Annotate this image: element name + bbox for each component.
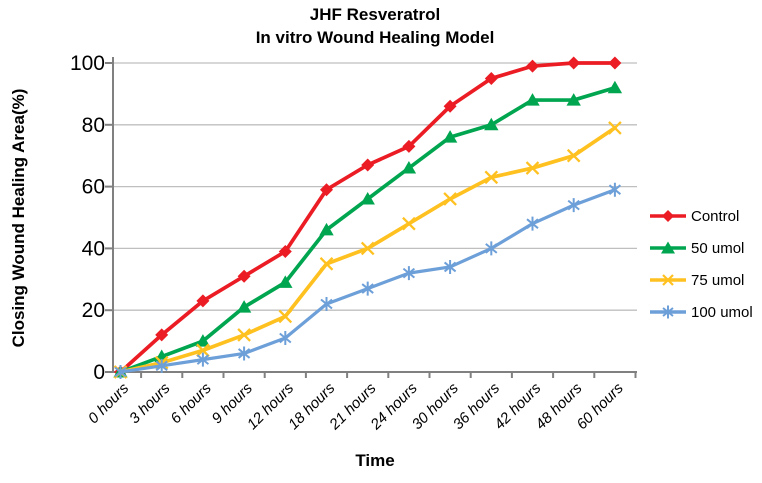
data-point-marker: [237, 328, 251, 342]
legend-label-control: Control: [691, 207, 740, 225]
data-point-marker: [196, 294, 210, 308]
data-point-marker: [402, 266, 416, 281]
data-point-marker: [526, 59, 539, 73]
x-axis-title: Time: [355, 451, 395, 470]
data-point-marker: [484, 117, 499, 131]
series-line: [118, 61, 617, 374]
series-100-umol: [114, 182, 622, 379]
y-tick-label: 60: [82, 176, 105, 199]
data-point-marker: [401, 161, 417, 174]
data-point-marker: [320, 183, 333, 197]
data-point-marker: [607, 80, 623, 94]
data-point-marker: [402, 216, 416, 231]
chart-title-line2: In vitro Wound Healing Model: [255, 28, 495, 47]
data-point-marker: [442, 130, 458, 143]
data-point-marker: [525, 93, 540, 106]
y-tick-label: 80: [82, 114, 105, 137]
legend-item-control: Control: [649, 205, 753, 227]
data-point-marker: [196, 343, 210, 358]
data-point-marker: [361, 281, 374, 296]
legend: Control 50 umol 75 umol 100 umol: [649, 205, 753, 323]
data-point-marker: [566, 148, 581, 163]
data-point-marker: [526, 216, 539, 231]
legend-item-50umol: 50 umol: [649, 237, 753, 259]
chart-title-line1: JHF Resveratrol: [309, 5, 441, 24]
series-line: [118, 85, 617, 374]
data-point-marker: [278, 244, 292, 258]
data-point-marker: [278, 275, 293, 288]
y-tick-label: 20: [82, 299, 105, 322]
axes: 0 20 40 60 80 100: [70, 52, 637, 384]
data-point-marker: [484, 170, 499, 185]
legend-label-50umol: 50 umol: [691, 239, 745, 257]
chart-title: JHF Resveratrol In vitro Wound Healing M…: [0, 3, 750, 49]
x-tick-label: 0 hours: [85, 379, 133, 427]
data-point-marker: [567, 198, 580, 213]
data-point-marker: [360, 191, 375, 205]
data-point-marker: [114, 365, 127, 379]
x-tick-label: 3 hours: [126, 379, 174, 427]
data-point-marker: [608, 121, 622, 135]
x-tick-label: 60 hours: [573, 379, 627, 433]
data-point-marker: [237, 269, 251, 283]
data-point-marker: [196, 352, 210, 367]
data-point-marker: [567, 56, 581, 70]
legend-label-100umol: 100 umol: [691, 303, 753, 321]
data-point-marker: [484, 71, 498, 85]
data-point-marker: [485, 241, 498, 256]
data-point-marker: [278, 309, 293, 324]
data-point-marker: [279, 331, 292, 346]
data-point-marker: [236, 300, 252, 313]
data-point-marker: [608, 56, 622, 70]
data-point-marker: [402, 139, 416, 153]
data-point-marker: [443, 192, 457, 206]
legend-label-75umol: 75 umol: [691, 271, 745, 289]
data-point-marker: [443, 259, 457, 274]
data-point-marker: [320, 297, 333, 312]
75umol-x-marker-icon: [650, 274, 686, 286]
50umol-triangle-marker-icon: [650, 241, 686, 254]
data-point-marker: [361, 158, 375, 172]
data-point-marker: [195, 334, 211, 347]
data-point-marker: [155, 358, 168, 373]
y-tick-label: 40: [82, 237, 105, 260]
control-diamond-marker-icon: [650, 210, 686, 222]
series-control: [114, 56, 622, 379]
data-point-marker: [319, 257, 334, 271]
data-point-marker: [360, 241, 375, 256]
data-point-marker: [566, 93, 581, 106]
gridlines: [113, 62, 637, 311]
data-point-marker: [319, 222, 334, 236]
100umol-asterisk-marker-icon: [650, 305, 686, 319]
y-tick-label: 100: [70, 52, 105, 75]
data-point-marker: [525, 161, 540, 175]
legend-item-100umol: 100 umol: [649, 301, 753, 323]
data-point-marker: [155, 328, 169, 342]
data-point-marker: [237, 346, 251, 361]
data-point-marker: [443, 99, 457, 113]
data-point-marker: [608, 182, 622, 197]
legend-item-75umol: 75 umol: [649, 269, 753, 291]
y-tick-label: 0: [93, 361, 105, 384]
x-tick-label: 6 hours: [167, 379, 215, 427]
